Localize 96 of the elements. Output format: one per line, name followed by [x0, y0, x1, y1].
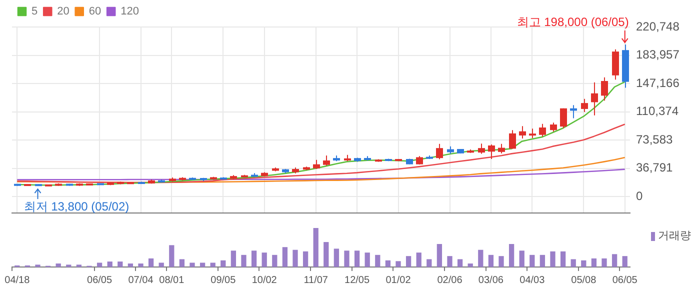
candlestick — [498, 143, 505, 154]
x-tick-label: 09/05 — [210, 274, 236, 286]
y-tick-label: 110,374 — [636, 104, 679, 118]
legend-label: 거래량 — [658, 230, 691, 242]
y-tick-label: 36,791 — [636, 160, 674, 175]
candlestick — [560, 108, 567, 129]
bar — [622, 256, 628, 267]
bar — [375, 254, 380, 267]
bar — [385, 260, 391, 267]
candlestick — [519, 126, 526, 139]
bar — [251, 250, 257, 267]
candlestick — [601, 76, 608, 102]
bar — [612, 254, 618, 267]
bar — [468, 263, 473, 267]
annotation: 최저 13,800 (05/02) — [24, 199, 130, 214]
bar — [190, 262, 195, 267]
bar — [324, 242, 329, 267]
candlestick — [581, 98, 588, 112]
y-tick-label: 147,166 — [636, 76, 680, 90]
x-tick-label: 11/07 — [304, 274, 328, 286]
bar — [148, 258, 154, 267]
annotation: 최고 198,000 (06/05) — [516, 14, 629, 29]
bar — [354, 250, 360, 267]
bar — [364, 252, 370, 267]
x-tick-label: 08/01 — [159, 274, 185, 286]
bar — [56, 263, 61, 267]
bar — [581, 260, 586, 267]
bar — [602, 258, 607, 267]
bar — [406, 256, 412, 267]
bar — [210, 262, 216, 267]
bar — [158, 262, 164, 267]
candlestick — [612, 48, 619, 80]
candlestick — [529, 128, 536, 139]
bar — [550, 251, 556, 267]
bar — [96, 262, 102, 267]
bar — [457, 259, 463, 267]
bar — [478, 250, 484, 267]
candlestick — [313, 159, 320, 170]
bar — [426, 259, 432, 267]
x-tick-label: 05/08 — [571, 274, 597, 286]
x-tick-label: 06/05 — [612, 274, 638, 286]
candlestick — [488, 144, 495, 160]
bar — [118, 262, 123, 267]
candlestick — [323, 154, 330, 166]
candlestick — [478, 143, 485, 154]
x-tick-label: 03/06 — [478, 274, 504, 286]
candlestick — [509, 130, 516, 150]
bar — [302, 251, 308, 267]
y-tick-label: 73,583 — [636, 132, 674, 146]
bar — [169, 245, 174, 267]
legend-label: 5 — [32, 6, 38, 18]
bar — [436, 244, 442, 267]
bar — [530, 254, 535, 267]
bar — [416, 252, 422, 267]
legend-label: 120 — [120, 6, 139, 18]
candlestick — [436, 143, 443, 160]
bar — [282, 247, 288, 267]
bar — [313, 228, 318, 267]
bar — [508, 244, 514, 267]
y-tick-label: 183,957 — [636, 48, 680, 62]
x-tick-label: 07/04 — [128, 274, 154, 286]
y-tick-label: 220,748 — [636, 19, 680, 34]
bar — [334, 248, 340, 267]
bar — [107, 262, 112, 267]
bar — [540, 254, 546, 267]
bar — [447, 256, 452, 267]
x-tick-label: 06/05 — [87, 274, 112, 286]
bar — [519, 250, 524, 267]
legend-label: 20 — [57, 6, 70, 18]
bar — [220, 260, 226, 267]
bar — [488, 254, 494, 267]
candlestick — [591, 82, 598, 116]
x-tick-label: 02/06 — [437, 274, 463, 286]
bar — [241, 254, 246, 267]
bar — [560, 251, 566, 267]
bar — [396, 261, 401, 267]
bar — [498, 256, 504, 267]
x-tick-label: 12/05 — [344, 274, 370, 286]
bar — [570, 259, 576, 267]
bar — [591, 258, 597, 267]
bar — [179, 259, 185, 267]
x-tick-label: 01/02 — [386, 274, 412, 286]
bar — [138, 263, 144, 267]
legend-label: 60 — [88, 6, 102, 18]
bar — [200, 262, 206, 267]
bar — [230, 250, 236, 267]
bar — [272, 254, 278, 267]
candlestick — [539, 123, 546, 138]
bar — [262, 252, 267, 267]
x-tick-label: 04/03 — [520, 274, 546, 286]
x-tick-label: 10/02 — [252, 274, 278, 286]
y-tick-label: 0 — [636, 188, 643, 203]
x-tick-label: 04/18 — [4, 274, 30, 286]
bar — [292, 250, 298, 267]
bar — [344, 250, 350, 267]
bar — [128, 263, 134, 267]
